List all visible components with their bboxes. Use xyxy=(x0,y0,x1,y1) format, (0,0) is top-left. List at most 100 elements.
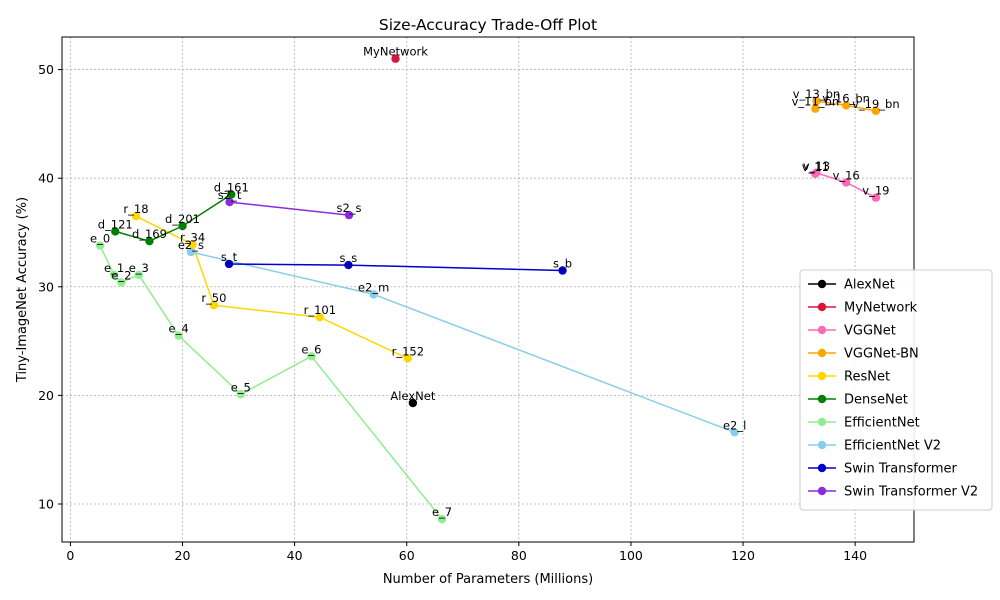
point-r-18 xyxy=(131,211,141,221)
point-label-e2-s: e2_s xyxy=(178,238,204,252)
legend: AlexNet MyNetwork VGGNet VGGNet-BN ResNet Den… xyxy=(799,269,993,511)
y-tick-label: 10 xyxy=(38,496,54,511)
legend-marker-swin-transformer xyxy=(817,463,827,473)
x-tick-label: 20 xyxy=(175,548,191,563)
point-d-121 xyxy=(111,227,120,236)
point-label-s-t: s_t xyxy=(221,250,238,264)
x-tick-label: 120 xyxy=(731,548,755,563)
point-label-r-34: r_34 xyxy=(180,230,205,244)
point-label-v-16: v_16 xyxy=(833,169,860,183)
point-v-13-bn xyxy=(812,96,821,106)
point-e2-l xyxy=(730,428,739,437)
point-label-r-101: r_101 xyxy=(304,303,336,317)
point-label-e-0: e_0 xyxy=(90,232,110,246)
legend-marker-vggnet-bn xyxy=(817,348,827,358)
point-d-161 xyxy=(227,190,236,199)
point-d-169 xyxy=(145,236,154,246)
point-label-d-169: d_169 xyxy=(132,227,167,241)
point-label-s2-t: s2_t xyxy=(218,188,242,202)
point-e2-s xyxy=(186,247,196,257)
y-tick-label: 20 xyxy=(38,388,54,403)
point-label-v-13: v_13 xyxy=(803,159,830,173)
point-label-d-121: d_121 xyxy=(98,217,133,231)
legend-label-densenet: DenseNet xyxy=(844,393,908,408)
point-e-2 xyxy=(117,278,126,287)
point-label-e2-m: e2_m xyxy=(358,280,389,294)
point-label-e-1: e_1 xyxy=(104,261,124,275)
point-e-3 xyxy=(134,270,143,280)
legend-marker-alexnet xyxy=(817,279,827,289)
legend-box xyxy=(799,269,993,511)
point-e2-m xyxy=(369,290,378,299)
y-tick-label: 40 xyxy=(38,171,54,186)
point-label-d-201: d_201 xyxy=(165,212,200,226)
point-label-mynetwork: MyNetwork xyxy=(363,45,428,59)
chart-title: Size-Accuracy Trade-Off Plot xyxy=(379,16,597,34)
series-line-densenet xyxy=(115,193,232,242)
legend-marker-mynetwork xyxy=(817,302,827,312)
point-r-34 xyxy=(188,240,197,249)
point-v-11-bn xyxy=(811,104,820,113)
point-v-13 xyxy=(812,168,821,177)
point-e-0 xyxy=(95,241,105,250)
point-v-16-bn xyxy=(841,101,851,110)
point-label-alexnet: AlexNet xyxy=(390,389,435,403)
point-e-1 xyxy=(109,270,119,280)
point-labels: AlexNetMyNetworkv_11v_13v_16v_19v_11_bnv… xyxy=(90,45,900,519)
series-line-swin-transformer-v2 xyxy=(229,201,350,216)
point-label-d-161: d_161 xyxy=(214,180,249,194)
point-v-19 xyxy=(871,193,881,202)
point-label-e-2: e_2 xyxy=(111,268,131,282)
point-s-s xyxy=(344,260,353,270)
x-tick-label: 0 xyxy=(66,548,74,563)
y-tick-label: 30 xyxy=(38,279,54,294)
series-markers xyxy=(95,54,881,524)
point-v-19-bn xyxy=(871,106,881,116)
legend-marker-efficientnet xyxy=(817,417,827,427)
legend-marker-swin-transformer-v2 xyxy=(817,486,827,496)
point-s-t xyxy=(224,259,234,269)
legend-marker-densenet xyxy=(817,394,827,404)
legend-label-efficientnet: EfficientNet xyxy=(844,416,920,431)
x-axis-title: Number of Parameters (Millions) xyxy=(383,572,593,587)
point-label-e-3: e_3 xyxy=(129,261,149,275)
point-s-b xyxy=(558,266,567,275)
legend-marker-vggnet xyxy=(817,325,827,335)
point-alexnet xyxy=(408,398,418,408)
point-label-r-50: r_50 xyxy=(201,291,226,305)
point-label-v-11-bn: v_11_bn xyxy=(792,95,840,109)
point-label-v-16-bn: v_16_bn xyxy=(822,91,870,105)
y-axis-title: Tiny-ImageNet Accuracy (%) xyxy=(15,197,30,383)
legend-marker-resnet xyxy=(817,371,827,381)
point-label-e2-l: e2_l xyxy=(723,418,746,432)
point-mynetwork xyxy=(391,54,400,63)
point-e-5 xyxy=(236,390,246,399)
point-label-v-19-bn: v_19_bn xyxy=(852,97,900,111)
point-s2-s xyxy=(344,210,354,220)
point-e-6 xyxy=(307,352,316,361)
point-v-16 xyxy=(841,178,851,187)
point-r-101 xyxy=(315,312,325,322)
point-label-s2-s: s2_s xyxy=(336,201,361,215)
point-e-7 xyxy=(437,514,447,524)
point-label-e-7: e_7 xyxy=(432,505,452,519)
axis-ticks: 0 20 40 60 80 100 120 140 10 20 30 40 50 xyxy=(38,62,867,563)
point-label-s-s: s_s xyxy=(340,251,358,265)
legend-label-resnet: ResNet xyxy=(844,370,890,385)
legend-label-vggnet-bn: VGGNet-BN xyxy=(844,347,919,362)
point-d-201 xyxy=(178,221,187,231)
point-label-r-152: r_152 xyxy=(392,344,424,358)
grid xyxy=(62,37,914,542)
point-e-4 xyxy=(174,331,183,340)
point-label-r-18: r_18 xyxy=(123,202,148,216)
x-tick-label: 100 xyxy=(619,548,643,563)
legend-label-mynetwork: MyNetwork xyxy=(844,301,918,316)
point-label-v-19: v_19 xyxy=(862,184,889,198)
x-tick-label: 80 xyxy=(511,548,527,563)
point-s2-t xyxy=(225,197,234,207)
point-label-s-b: s_b xyxy=(553,256,572,270)
point-r-152 xyxy=(403,354,413,363)
point-label-e-5: e_5 xyxy=(231,380,251,394)
point-label-v-11: v_11 xyxy=(802,160,829,174)
